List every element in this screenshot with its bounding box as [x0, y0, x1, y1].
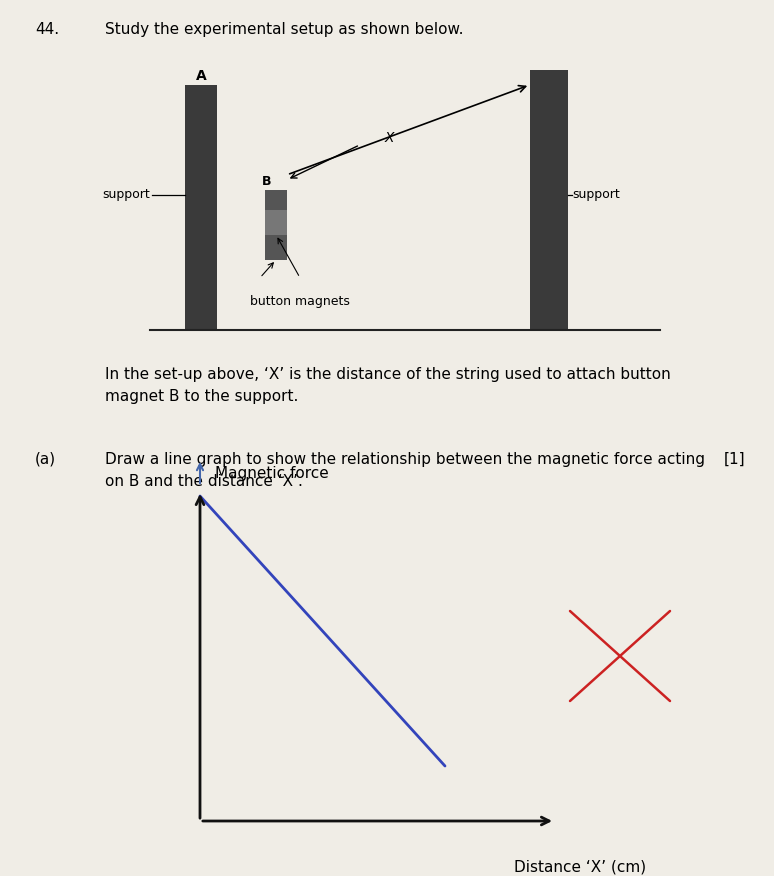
Text: support: support	[572, 188, 620, 201]
Text: button magnets: button magnets	[250, 295, 350, 307]
Bar	[185, 85, 217, 329]
Text: Distance ‘X’ (cm): Distance ‘X’ (cm)	[514, 859, 646, 874]
Bar	[265, 190, 287, 209]
Text: In the set-up above, ‘X’ is the distance of the string used to attach button
mag: In the set-up above, ‘X’ is the distance…	[105, 367, 671, 404]
Bar	[265, 209, 287, 235]
Text: Study the experimental setup as shown below.: Study the experimental setup as shown be…	[105, 22, 464, 37]
Text: Magnetic force: Magnetic force	[215, 465, 329, 481]
Bar	[530, 70, 568, 329]
Text: X: X	[385, 131, 395, 145]
Text: support: support	[102, 188, 150, 201]
Text: Draw a line graph to show the relationship between the magnetic force acting
on : Draw a line graph to show the relationsh…	[105, 452, 705, 489]
Text: 44.: 44.	[35, 22, 59, 37]
Text: A: A	[196, 69, 207, 83]
Text: B: B	[262, 175, 272, 187]
Text: [1]: [1]	[724, 452, 745, 467]
Text: (a): (a)	[35, 452, 57, 467]
Bar	[265, 235, 287, 260]
